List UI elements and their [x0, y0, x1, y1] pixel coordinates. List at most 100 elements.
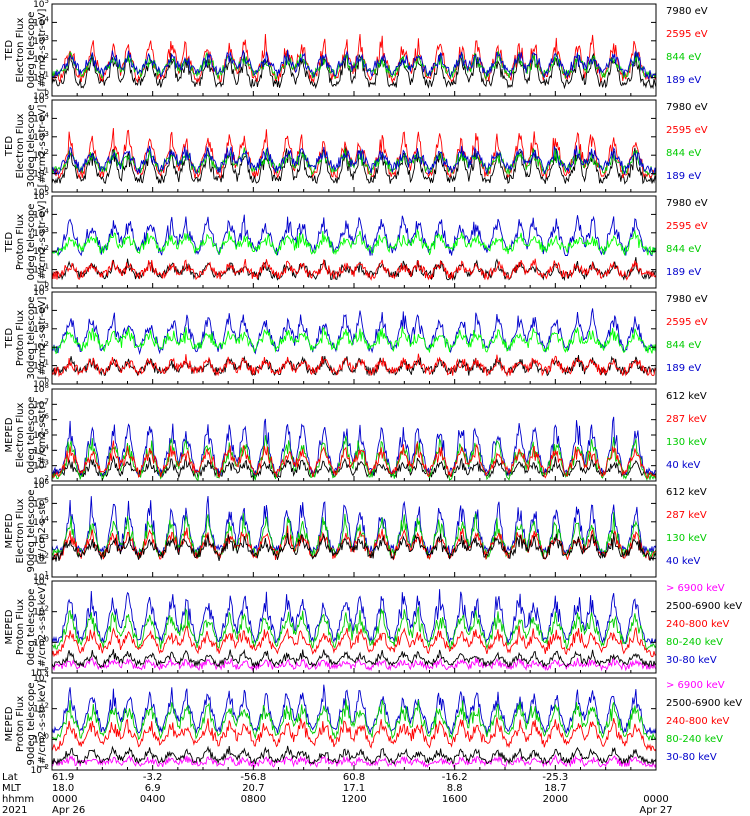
y-tick-label: 103 [33, 322, 49, 335]
legend-entry: 7980 eV [666, 102, 708, 113]
x-axis-value: -3.2 [142, 772, 163, 783]
panel-frame [51, 484, 657, 578]
series-30-80-kev-trace [51, 684, 657, 736]
y-tick-label: 105 [33, 93, 49, 106]
y-tick-label: 102 [33, 148, 49, 161]
legend-entry: 2595 eV [666, 125, 708, 136]
panel-8-ylabel: MEPED Proton Flux 90deg telescope [#/cm2-s-… [4, 679, 48, 769]
legend-entry: 40 keV [666, 460, 701, 471]
series-240-800-kev-trace [51, 625, 657, 658]
series-612-kev-trace [51, 455, 657, 480]
series-7980-ev-trace [51, 145, 657, 185]
series-30-80-kev-trace [51, 589, 657, 645]
legend-entry: 240-800 keV [666, 619, 730, 630]
series-844-ev-trace [51, 326, 657, 355]
series-2500-6900-kev-trace [51, 745, 657, 766]
legend-entry: 2500-6900 keV [666, 601, 743, 612]
panel-4-ylabel: TED Proton Flux 30deg telescope [#/cm2-s-st… [4, 296, 48, 380]
panel-6-ylabel: MEPED Electron Flux 90deg telescope [#/cm2-… [4, 489, 48, 573]
panel-1-ylabel: TED Electron Flux 0deg telescope [#/cm2-s-s… [4, 8, 48, 92]
panel-4: 100 101 102 103 104 105 [33, 285, 657, 390]
x-axis-value: 6.9 [144, 783, 161, 794]
panel-5: 102 103 104 105 106 107 108 [33, 382, 657, 487]
legend-entry: 844 eV [666, 52, 702, 63]
y-tick-label: 104 [33, 515, 49, 528]
series-189-ev-trace [51, 214, 657, 257]
legend-entry: 844 eV [666, 340, 702, 351]
y-tick-label: 102 [33, 605, 49, 618]
y-tick-label: 106 [33, 413, 49, 426]
legend-entry: 30-80 keV [666, 752, 717, 763]
series-287-kev-trace [51, 440, 657, 479]
y-tick-label: 108 [33, 382, 49, 395]
series-2595-ev-trace [51, 128, 657, 180]
y-tick-label: 101 [33, 359, 49, 372]
y-tick-label: 10-2 [31, 763, 49, 776]
legend-entry: 7980 eV [666, 294, 708, 305]
series-844-ev-trace [51, 147, 657, 176]
y-tick-label: 103 [33, 459, 49, 472]
x-axis-value: -56.8 [240, 772, 267, 783]
panel-3-ylabel: TED Proton Flux 0deg telescope [#/cm2-s-str… [4, 200, 48, 284]
x-axis-value: 18.7 [544, 783, 567, 794]
panel-6: 101 102 103 104 105 106 [33, 478, 657, 583]
legend-entry: 189 eV [666, 267, 702, 278]
series-844-ev-trace [51, 228, 657, 257]
legend-entry: 612 keV [666, 487, 707, 498]
panel-2-ylabel: TED Electron Flux 30deg telescope [#/cm2-s-… [4, 104, 48, 188]
y-tick-label: 102 [33, 702, 49, 715]
legend-entry: 7980 eV [666, 198, 708, 209]
y-tick-label: 102 [33, 552, 49, 565]
x-axis-value: -25.3 [542, 772, 569, 783]
y-tick-label: 104 [33, 15, 49, 28]
y-tick-label: 105 [33, 428, 49, 441]
legend-entry: > 6900 keV [666, 583, 725, 594]
legend-entry: > 6900 keV [666, 680, 725, 691]
series-612-kev-trace [51, 532, 657, 562]
y-tick-label: 106 [33, 478, 49, 491]
series-189-ev-trace [51, 49, 657, 80]
y-tick-label: 103 [33, 226, 49, 239]
panel-7-ylabel: MEPED Proton Flux 0deg telescope [#/cm2-s-s… [4, 582, 48, 672]
legend-entry: 30-80 keV [666, 655, 717, 666]
y-tick-label: 101 [33, 167, 49, 180]
series-2500-6900-kev-trace [51, 648, 657, 669]
series-80-240-kev-trace [52, 606, 657, 651]
legend-entry: 130 keV [666, 437, 707, 448]
y-tick-label: 101 [33, 570, 49, 583]
series-189-ev-trace [51, 145, 657, 175]
legend-entry: 287 keV [666, 414, 707, 425]
y-tick-label: 102 [33, 244, 49, 257]
legend-entry: 844 eV [666, 244, 702, 255]
legend-entry: 2595 eV [666, 221, 708, 232]
legend-entry: 7980 eV [666, 6, 708, 17]
x-axis-value: 20.7 [242, 783, 265, 794]
legend-entry: 130 keV [666, 533, 707, 544]
y-tick-label: 100 [33, 185, 49, 198]
series-80-240-kev-trace [51, 699, 657, 742]
x-axis-value: Apr 26 [52, 805, 86, 816]
y-tick-label: 104 [33, 111, 49, 124]
y-tick-label: 107 [33, 397, 49, 410]
x-axis-value: Apr 27 [639, 805, 673, 816]
y-tick-label: 105 [33, 0, 49, 10]
x-axis-value: 61.9 [52, 772, 75, 783]
legend-entry: 80-240 keV [666, 637, 724, 648]
y-tick-label: 103 [33, 34, 49, 47]
panel-frame [51, 3, 657, 97]
legend-entry: 80-240 keV [666, 734, 724, 745]
y-tick-label: 103 [33, 130, 49, 143]
legend-entry: 844 eV [666, 148, 702, 159]
y-tick-label: 104 [33, 207, 49, 220]
y-tick-label: 100 [33, 635, 49, 648]
y-tick-label: 100 [33, 281, 49, 294]
series--6900-kev-trace [51, 656, 657, 672]
x-axis-value: 18.0 [52, 783, 75, 794]
y-tick-label: 101 [33, 71, 49, 84]
series-844-ev-trace [51, 50, 657, 81]
x-axis-value: -16.2 [441, 772, 468, 783]
legend-entry: 189 eV [666, 171, 702, 182]
series-130-kev-trace [51, 435, 657, 482]
